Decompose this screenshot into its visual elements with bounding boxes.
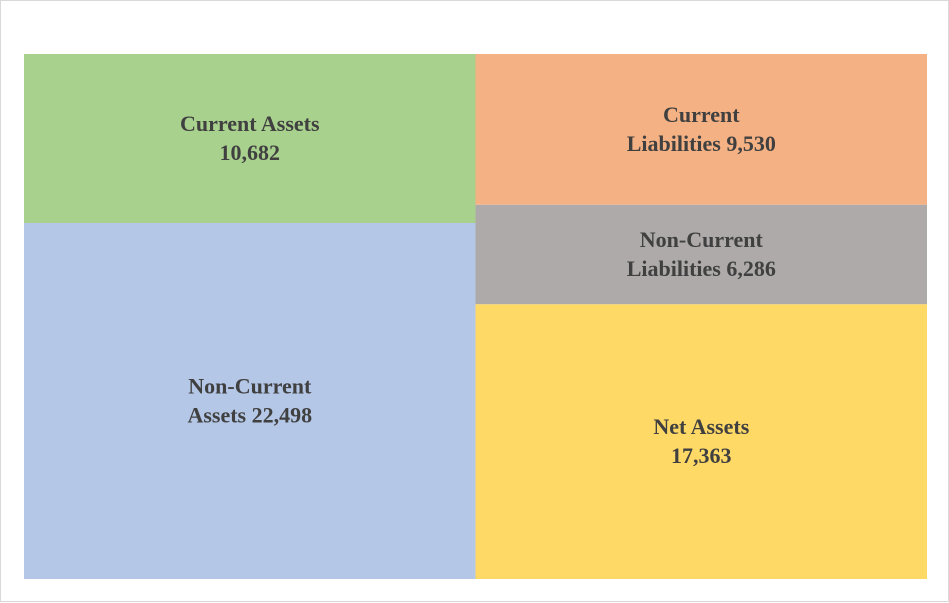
tile-label-line: Non-Current	[640, 227, 764, 252]
tile-label-line: Current Assets	[180, 111, 320, 136]
tile-label-non-current-assets: Non-Current Assets 22,498	[187, 374, 312, 428]
tile-non-current-assets: Non-Current Assets 22,498	[24, 223, 476, 579]
tile-label-current-assets: Current Assets 10,682	[180, 111, 320, 165]
tile-label-non-current-liabilities: Non-Current Liabilities 6,286	[627, 227, 776, 281]
tile-label-line: Non-Current	[188, 374, 312, 399]
tile-label-line: Liabilities 9,530	[627, 131, 776, 156]
tile-rect-current-assets	[24, 54, 476, 223]
tile-rect-net-assets	[475, 304, 927, 579]
tile-label-line: 10,682	[220, 140, 281, 165]
tile-label-line: Net Assets	[653, 414, 749, 439]
tile-label-line: Assets 22,498	[187, 403, 312, 428]
tile-non-current-liabilities: Non-Current Liabilities 6,286	[475, 204, 927, 305]
tile-current-assets: Current Assets 10,682	[24, 54, 476, 223]
tile-rect-current-liabilities	[475, 54, 927, 205]
tile-rect-non-current-liabilities	[475, 204, 927, 305]
tile-label-line: Liabilities 6,286	[627, 256, 776, 281]
tile-rect-non-current-assets	[24, 223, 476, 579]
tile-label-line: Current	[663, 102, 740, 127]
tile-current-liabilities: Current Liabilities 9,530	[475, 54, 927, 205]
tile-label-current-liabilities: Current Liabilities 9,530	[627, 102, 776, 156]
tile-net-assets: Net Assets 17,363	[475, 304, 927, 579]
tile-label-net-assets: Net Assets 17,363	[653, 414, 749, 468]
tile-label-line: 17,363	[671, 443, 732, 468]
